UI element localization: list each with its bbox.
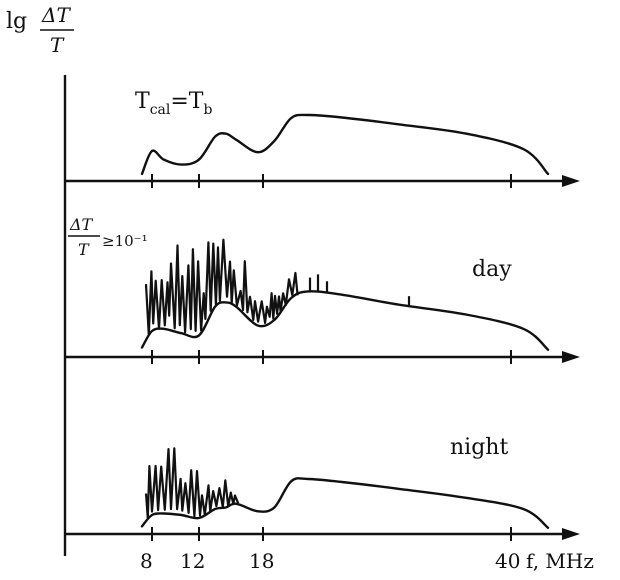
panel-calibration-label-t: T bbox=[135, 89, 150, 114]
panel-calibration-label-eq: =T bbox=[170, 89, 203, 114]
x-axis-middle bbox=[65, 351, 580, 363]
series-curve-calibration bbox=[140, 113, 550, 176]
y-axis-title-numerator: ΔT bbox=[41, 3, 71, 27]
series-curve-night bbox=[140, 477, 550, 529]
x-ticks bbox=[151, 174, 512, 541]
panel-calibration-label-eq-sub: b bbox=[203, 102, 212, 118]
x-axis-middle-arrow-icon bbox=[562, 351, 580, 363]
x-axis-top bbox=[65, 175, 580, 187]
x-tick-labels: 8 12 18 40 bbox=[140, 549, 520, 573]
x-axis-title: f, MHz bbox=[526, 549, 594, 573]
x-tick-label-40: 40 bbox=[495, 549, 520, 573]
scintillation-spikes-day bbox=[144, 238, 299, 336]
panel-day-label: day bbox=[472, 257, 512, 282]
panel-night-label: night bbox=[450, 435, 508, 460]
panel-calibration-label: Tcal=Tb bbox=[135, 89, 212, 118]
y-axis-title-denominator: T bbox=[50, 33, 65, 57]
x-axis-bottom bbox=[65, 528, 580, 540]
x-tick-label-8: 8 bbox=[140, 549, 153, 573]
y-axis-title: lg ΔT T bbox=[6, 3, 74, 57]
x-axis-bottom-arrow-icon bbox=[562, 528, 580, 540]
x-axis-top-arrow-icon bbox=[562, 175, 580, 187]
panel-day-annotation-denominator: T bbox=[78, 240, 90, 259]
series-curve-day bbox=[140, 290, 550, 351]
y-axis-title-prefix: lg bbox=[6, 9, 27, 34]
panel-day-annotation: ΔT T ≥10⁻¹ bbox=[68, 215, 148, 259]
panel-calibration-label-sub: cal bbox=[150, 102, 171, 118]
panel-day-annotation-numerator: ΔT bbox=[69, 215, 94, 234]
scintillation-spikes bbox=[144, 238, 411, 520]
panel-day-annotation-relation: ≥10⁻¹ bbox=[102, 232, 148, 250]
x-tick-label-18: 18 bbox=[249, 549, 274, 573]
series-curves bbox=[140, 113, 550, 529]
x-tick-label-12: 12 bbox=[180, 549, 205, 573]
scintillation-spikes-night bbox=[144, 447, 240, 520]
